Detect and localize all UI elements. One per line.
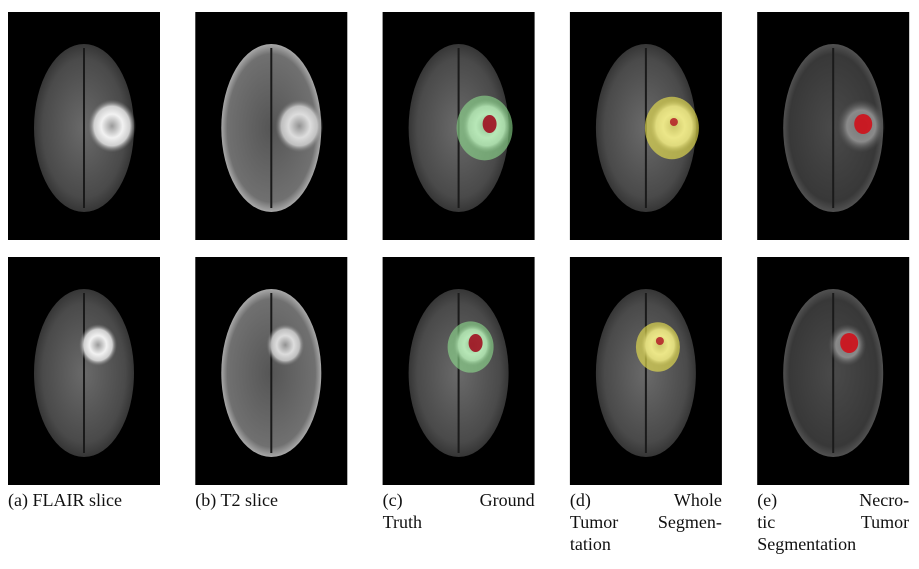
- segmentation-core: [656, 337, 664, 345]
- segmentation-core: [469, 334, 483, 352]
- caption-line: (a) FLAIR slice: [8, 489, 160, 511]
- segmentation-whole: [636, 322, 680, 371]
- lesion: [88, 100, 136, 153]
- figure-images: [0, 0, 919, 569]
- segmentation-core: [670, 118, 678, 126]
- segmentation-whole: [645, 97, 699, 159]
- caption-line: tic Tumor: [757, 511, 909, 533]
- lesion: [79, 324, 117, 366]
- caption-line: Segmentation: [757, 533, 909, 555]
- segmentation-necrotic: [854, 114, 872, 134]
- caption-line: (e) Necro-: [757, 489, 909, 511]
- caption-line: (c) Ground: [383, 489, 535, 511]
- caption-line: Tumor Segmen-: [570, 511, 722, 533]
- caption: (a) FLAIR slice: [8, 489, 160, 511]
- caption-line: Truth: [383, 511, 535, 533]
- caption-line: tation: [570, 533, 722, 555]
- lesion: [266, 324, 304, 366]
- caption-line: (d) Whole: [570, 489, 722, 511]
- segmentation-core: [483, 115, 497, 133]
- figure-page: (a) FLAIR slice (b) T2 slice (c) GroundTru…: [0, 0, 919, 569]
- caption: (b) T2 slice: [195, 489, 347, 511]
- segmentation-necrotic: [840, 333, 858, 353]
- caption-line: (b) T2 slice: [195, 489, 347, 511]
- lesion: [275, 100, 323, 153]
